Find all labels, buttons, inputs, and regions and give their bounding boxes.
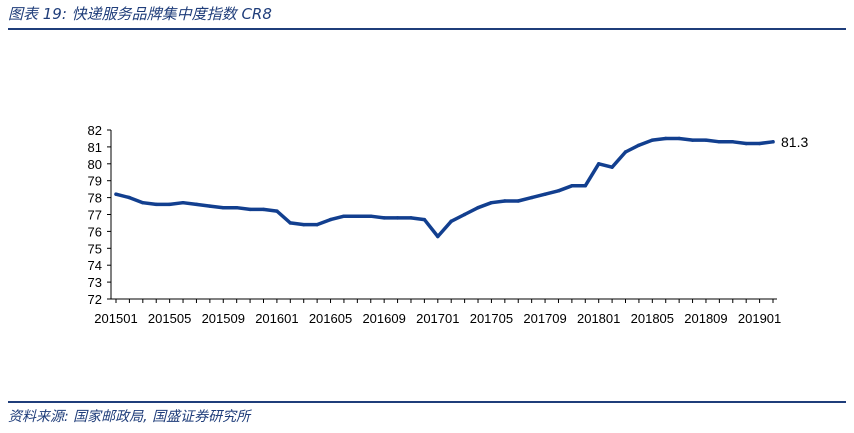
- data-point: [771, 140, 775, 144]
- data-point: [731, 140, 735, 144]
- y-tick-label: 81: [88, 140, 102, 155]
- y-tick-label: 80: [88, 157, 102, 172]
- data-point: [637, 143, 641, 147]
- data-point: [664, 136, 668, 141]
- data-point: [462, 212, 467, 217]
- y-tick-label: 75: [88, 241, 102, 256]
- x-tick-label: 201609: [362, 311, 405, 326]
- data-point: [757, 141, 762, 146]
- data-point: [355, 214, 360, 218]
- y-tick-label: 76: [88, 224, 102, 239]
- x-tick-label: 201705: [470, 311, 513, 326]
- data-point: [623, 150, 628, 154]
- data-point: [194, 202, 199, 207]
- title-rule: [8, 28, 846, 30]
- data-point: [436, 234, 440, 239]
- data-point: [717, 140, 722, 144]
- data-point: [315, 222, 319, 227]
- data-point: [382, 216, 386, 220]
- x-axis: 201501 201505 201509 201601 201605 201609 2017…: [94, 298, 781, 326]
- data-point: [449, 219, 453, 223]
- x-tick-label: 201801: [577, 311, 620, 326]
- data-point: [395, 216, 400, 220]
- y-tick-label: 74: [88, 258, 102, 273]
- data-point: [516, 199, 520, 203]
- x-tick-label: 201709: [523, 311, 566, 326]
- data-point: [610, 165, 614, 169]
- data-point: [690, 138, 695, 142]
- y-tick-label: 78: [88, 191, 102, 206]
- data-point: [248, 207, 252, 212]
- x-tick-label: 201501: [94, 311, 137, 326]
- data-point: [275, 209, 279, 213]
- data-point: [221, 206, 225, 210]
- data-point: [328, 217, 333, 222]
- y-tick-label: 82: [88, 123, 102, 138]
- series-line: [114, 136, 775, 239]
- data-point: [127, 195, 132, 200]
- data-point: [543, 192, 547, 196]
- data-point: [744, 141, 748, 146]
- data-point: [208, 204, 212, 208]
- y-tick-label: 72: [88, 292, 102, 307]
- data-point: [181, 200, 185, 205]
- data-point: [489, 200, 494, 205]
- x-tick-label: 201505: [148, 311, 191, 326]
- data-point: [583, 184, 587, 188]
- data-point: [302, 222, 306, 227]
- data-point: [677, 136, 681, 141]
- figure-title: 图表 19: 快递服务品牌集中度指数 CR8: [8, 5, 272, 23]
- series-group: [114, 136, 775, 239]
- x-tick-label: 201901: [738, 311, 781, 326]
- data-point: [114, 192, 118, 196]
- x-tick-label: 201509: [202, 311, 245, 326]
- data-point: [503, 199, 507, 203]
- data-point: [596, 162, 601, 166]
- source-note: 资料来源: 国家邮政局, 国盛证券研究所: [8, 409, 251, 425]
- x-tick-label: 201601: [255, 311, 298, 326]
- data-point: [409, 216, 413, 220]
- data-point: [529, 195, 534, 200]
- y-tick-label: 73: [88, 275, 102, 290]
- data-point: [167, 202, 172, 207]
- data-point: [288, 221, 293, 225]
- data-point: [422, 217, 427, 222]
- data-point: [261, 207, 266, 212]
- source-rule: [8, 401, 846, 403]
- data-point: [650, 138, 655, 142]
- y-tick-label: 79: [88, 174, 102, 189]
- y-tick-label: 77: [88, 208, 102, 223]
- data-point: [342, 214, 346, 218]
- data-point: [476, 206, 480, 210]
- x-tick-label: 201809: [684, 311, 727, 326]
- data-point: [570, 184, 574, 188]
- end-value-label: 81.3: [781, 134, 808, 150]
- x-tick-label: 201605: [309, 311, 352, 326]
- data-point: [154, 202, 158, 207]
- data-point: [369, 214, 373, 218]
- data-point: [141, 200, 145, 205]
- x-tick-label: 201701: [416, 311, 459, 326]
- x-tick-label: 201805: [631, 311, 674, 326]
- data-point: [234, 206, 239, 210]
- data-point: [704, 138, 708, 142]
- data-point: [556, 189, 561, 193]
